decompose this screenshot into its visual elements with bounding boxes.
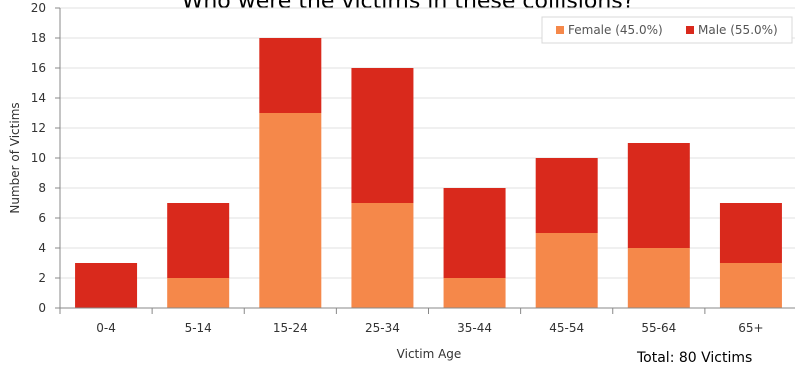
bar-male-45-54 bbox=[535, 158, 598, 233]
legend-swatch-male bbox=[686, 26, 694, 34]
y-tick-label: 10 bbox=[31, 151, 46, 165]
y-tick-label: 2 bbox=[38, 271, 46, 285]
bar-female-65+ bbox=[719, 263, 782, 308]
bar-female-35-44 bbox=[443, 278, 506, 308]
bar-female-15-24 bbox=[259, 113, 322, 308]
bar-female-5-14 bbox=[167, 278, 230, 308]
bar-female-25-34 bbox=[351, 203, 414, 308]
legend-label-female: Female (45.0%) bbox=[568, 23, 663, 37]
total-victims-note: Total: 80 Victims bbox=[636, 350, 752, 366]
bar-male-0-4 bbox=[75, 263, 138, 308]
y-tick-label: 20 bbox=[31, 1, 46, 15]
chart-title: Who were the victims in these collisions… bbox=[182, 0, 635, 14]
legend-label-male: Male (55.0%) bbox=[698, 23, 778, 37]
y-tick-label: 18 bbox=[31, 31, 46, 45]
legend-swatch-female bbox=[556, 26, 564, 34]
bar-female-55-64 bbox=[627, 248, 690, 308]
y-tick-label: 14 bbox=[31, 91, 46, 105]
y-tick-labels: 0 2 4 6 8 10 12 14 16 18 20 bbox=[31, 1, 46, 315]
x-tick-label: 55-64 bbox=[641, 321, 676, 335]
y-axis-title: Number of Victims bbox=[8, 102, 22, 213]
bar-male-15-24 bbox=[259, 38, 322, 113]
y-tick-label: 6 bbox=[38, 211, 46, 225]
bars bbox=[75, 38, 782, 308]
x-axis-title: Victim Age bbox=[397, 347, 462, 361]
bar-male-35-44 bbox=[443, 188, 506, 278]
bar-male-25-34 bbox=[351, 68, 414, 203]
x-tick-label: 45-54 bbox=[549, 321, 584, 335]
y-tick-label: 8 bbox=[38, 181, 46, 195]
y-tick-label: 12 bbox=[31, 121, 46, 135]
bar-male-5-14 bbox=[167, 203, 230, 278]
bar-female-45-54 bbox=[535, 233, 598, 308]
y-tick-label: 0 bbox=[38, 301, 46, 315]
y-tick-label: 16 bbox=[31, 61, 46, 75]
x-tick-labels: 0-4 5-14 15-24 25-34 35-44 45-54 55-64 65+ bbox=[59, 308, 764, 335]
legend-box bbox=[541, 16, 793, 44]
x-tick-label: 0-4 bbox=[96, 321, 116, 335]
legend: Female (45.0%) Male (55.0%) bbox=[541, 16, 793, 44]
bar-male-55-64 bbox=[627, 143, 690, 248]
x-tick-label: 35-44 bbox=[457, 321, 492, 335]
x-tick-label: 65+ bbox=[738, 321, 763, 335]
bar-male-65+ bbox=[719, 203, 782, 263]
x-tick-label: 25-34 bbox=[365, 321, 400, 335]
x-tick-label: 5-14 bbox=[185, 321, 212, 335]
x-tick-label: 15-24 bbox=[273, 321, 308, 335]
y-tick-label: 4 bbox=[38, 241, 46, 255]
